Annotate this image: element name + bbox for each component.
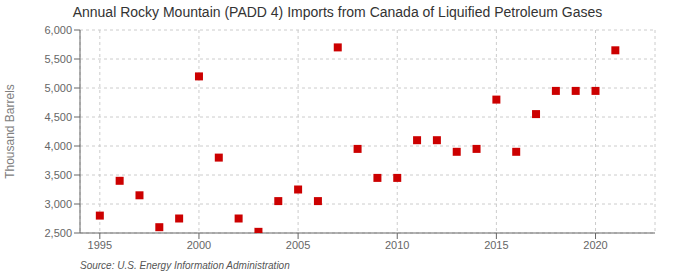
- svg-text:Thousand Barrels: Thousand Barrels: [8, 84, 17, 179]
- svg-text:2010: 2010: [385, 239, 409, 251]
- svg-text:2015: 2015: [484, 239, 508, 251]
- svg-text:4,000: 4,000: [44, 140, 72, 152]
- html-text:Annual Rocky Mountain (PADD 4): Annual Rocky Mountain (PADD 4) Imports f…: [72, 4, 603, 20]
- svg-text:2000: 2000: [187, 239, 211, 251]
- svg-text:6,000: 6,000: [44, 24, 72, 36]
- svg-text:5,500: 5,500: [44, 53, 72, 65]
- svg-text:4,500: 4,500: [44, 111, 72, 123]
- svg-text:2005: 2005: [286, 239, 310, 251]
- svg-text:3,500: 3,500: [44, 169, 72, 181]
- svg-text:3,000: 3,000: [44, 198, 72, 210]
- svg-text:1995: 1995: [88, 239, 112, 251]
- svg-text:2020: 2020: [583, 239, 607, 251]
- svg-text:5,000: 5,000: [44, 82, 72, 94]
- svg-text:2,500: 2,500: [44, 227, 72, 239]
- html-text:Source: U.S. Energy Informatio: Source: U.S. Energy Information Administ…: [80, 260, 290, 271]
